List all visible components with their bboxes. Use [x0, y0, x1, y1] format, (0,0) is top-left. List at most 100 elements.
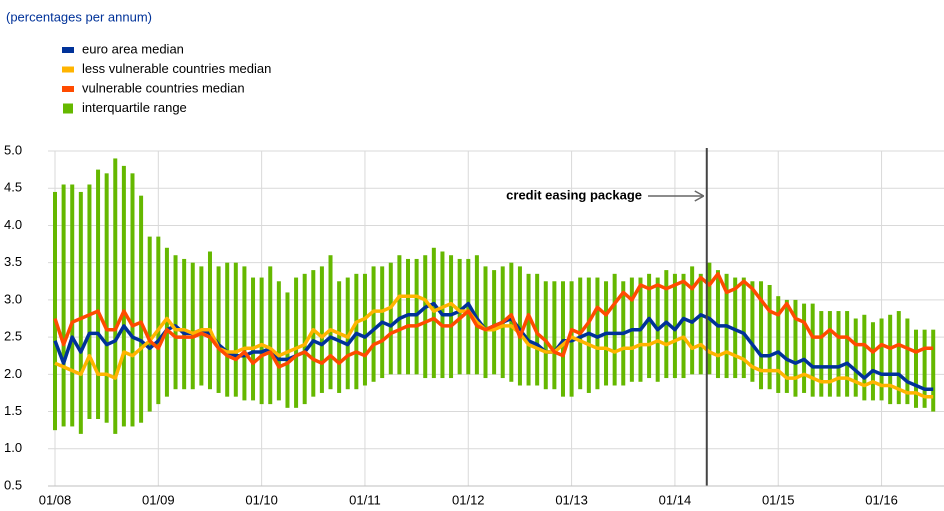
- iqr-bar: [681, 273, 686, 379]
- iqr-bar: [53, 191, 57, 431]
- iqr-bar: [104, 173, 109, 423]
- x-tick-label: 01/12: [452, 492, 485, 507]
- iqr-bar: [793, 299, 798, 397]
- x-tick-label: 01/09: [142, 492, 175, 507]
- iqr-bar: [423, 255, 428, 379]
- iqr-bar: [862, 314, 867, 401]
- iqr-bar: [595, 277, 600, 390]
- series-line: [54, 294, 934, 399]
- legend-swatch: [62, 47, 74, 53]
- iqr-bar: [483, 266, 488, 379]
- series-line: [53, 272, 934, 369]
- x-tick-label: 01/14: [659, 492, 692, 507]
- iqr-bar: [216, 266, 221, 393]
- iqr-bar: [302, 273, 307, 405]
- iqr-bar: [905, 318, 910, 405]
- iqr-bar: [311, 270, 316, 397]
- y-tick-label: 4.5: [4, 180, 22, 195]
- iqr-bar: [466, 258, 471, 375]
- legend-swatch: [62, 66, 74, 73]
- x-tick-label: 01/08: [39, 492, 72, 507]
- iqr-bar: [509, 262, 514, 382]
- iqr-bar: [784, 299, 789, 393]
- iqr-bar: [268, 266, 273, 405]
- y-tick-label: 2.0: [4, 366, 22, 381]
- iqr-bar: [414, 258, 419, 375]
- iqr-bar: [914, 329, 918, 408]
- iqr-bar: [164, 247, 169, 397]
- iqr-bar: [819, 311, 824, 397]
- x-tick-label: 01/11: [349, 492, 381, 507]
- iqr-bar: [190, 262, 195, 390]
- iqr-bar: [810, 303, 815, 397]
- iqr-bar: [96, 169, 101, 419]
- iqr-bar: [182, 258, 187, 390]
- x-tick-label: 01/10: [245, 492, 278, 507]
- iqr-bar: [121, 165, 126, 427]
- iqr-bar: [78, 191, 83, 434]
- iqr-bar: [233, 262, 238, 397]
- iqr-bar: [225, 262, 230, 397]
- iqr-bar: [853, 318, 858, 397]
- iqr-bar: [672, 273, 677, 379]
- iqr-bar: [173, 255, 178, 390]
- iqr-bar: [741, 277, 746, 379]
- iqr-bar: [328, 255, 333, 390]
- iqr-bar: [543, 281, 548, 390]
- iqr-bar: [345, 277, 350, 390]
- iqr-bar: [156, 236, 161, 405]
- legend-label: interquartile range: [82, 100, 187, 115]
- y-tick-label: 2.5: [4, 329, 22, 344]
- x-tick-label: 01/15: [762, 492, 795, 507]
- y-tick-label: 4.0: [4, 217, 22, 232]
- iqr-bar: [139, 195, 144, 423]
- iqr-bar: [388, 262, 393, 375]
- y-tick-label: 5.0: [4, 142, 22, 157]
- chart-subtitle: (percentages per annum): [6, 9, 152, 24]
- iqr-bar: [802, 303, 807, 393]
- iqr-bar: [759, 281, 764, 390]
- iqr-bar: [526, 273, 531, 386]
- y-tick-label: 3.0: [4, 291, 22, 306]
- iqr-bar: [698, 273, 703, 375]
- iqr-bar: [251, 277, 256, 401]
- y-tick-label: 1.0: [4, 440, 22, 455]
- iqr-bar: [517, 266, 522, 386]
- iqr-bar: [130, 173, 135, 427]
- y-tick-label: 3.5: [4, 254, 22, 269]
- iqr-bar: [560, 281, 565, 397]
- iqr-bar: [199, 266, 204, 386]
- iqr-bar: [836, 311, 841, 397]
- iqr-bar: [870, 322, 875, 401]
- iqr-bar: [879, 318, 884, 401]
- iqr-bar: [354, 273, 359, 390]
- y-tick-label: 0.5: [4, 477, 22, 492]
- annotation-arrowhead: [694, 190, 705, 202]
- iqr-bar: [207, 251, 212, 390]
- iqr-bar: [371, 266, 376, 382]
- iqr-bar: [896, 311, 901, 405]
- iqr-bar: [922, 329, 927, 408]
- iqr-bar: [492, 270, 497, 375]
- iqr-bar: [888, 314, 893, 405]
- legend-swatch: [62, 86, 74, 92]
- iqr-bar: [61, 184, 66, 427]
- iqr-bar: [474, 255, 479, 375]
- iqr-bar: [259, 277, 264, 405]
- iqr-bar: [449, 255, 454, 379]
- iqr-bar: [362, 273, 367, 386]
- iqr-bar: [87, 184, 92, 419]
- iqr-bar: [337, 281, 342, 393]
- legend-label: euro area median: [82, 41, 184, 56]
- iqr-bar: [294, 277, 299, 408]
- iqr-bar: [767, 285, 772, 390]
- iqr-bar: [750, 281, 755, 382]
- iqr-bar: [776, 296, 781, 393]
- iqr-bar: [276, 281, 281, 401]
- legend-swatch: [63, 103, 73, 114]
- x-tick-label: 01/16: [865, 492, 898, 507]
- iqr-bar: [397, 255, 402, 375]
- iqr-bar: [647, 273, 652, 379]
- iqr-bar: [431, 247, 436, 379]
